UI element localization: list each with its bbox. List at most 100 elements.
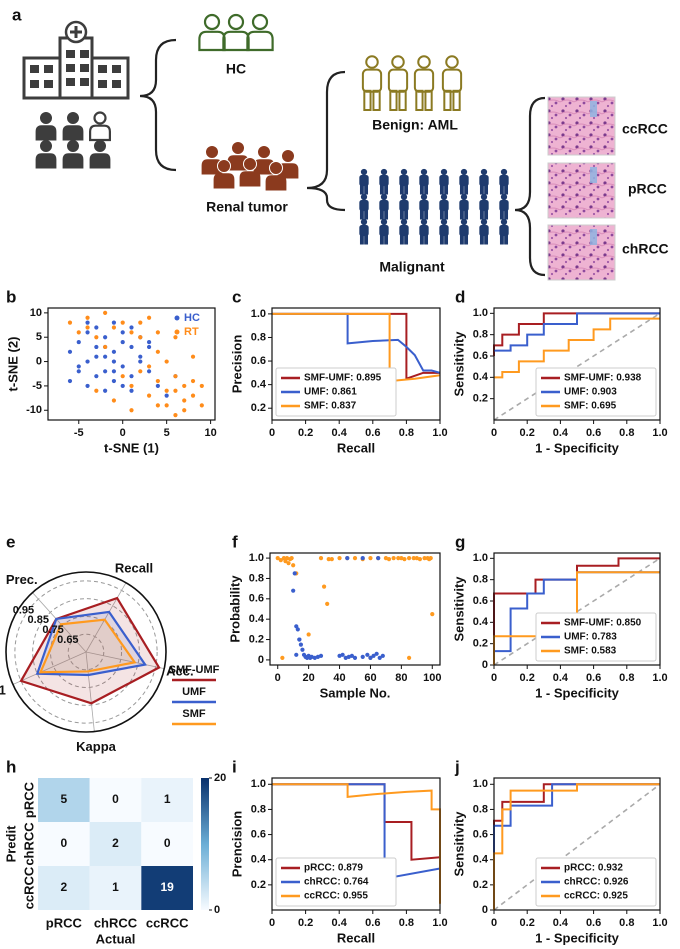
- person-head: [67, 112, 79, 124]
- y-tick-label: 1.0: [251, 778, 266, 790]
- legend-label: SMF: 0.695: [564, 401, 617, 412]
- x-tick-label: 1.0: [652, 917, 667, 929]
- legend-label: UMF: 0.783: [564, 632, 617, 643]
- y-tick-label: -10: [26, 404, 42, 416]
- person-leg: [363, 89, 372, 112]
- cell-label: 5: [60, 792, 67, 806]
- legend-label: SMF-UMF: 0.895: [304, 373, 382, 384]
- point: [103, 310, 108, 315]
- spoke: [85, 651, 165, 670]
- x-tick-label: 0.2: [298, 917, 313, 929]
- y-tick-label: 0.2: [473, 638, 488, 650]
- chance-line: [493, 312, 661, 421]
- x-tick-label: pRCC: [46, 915, 83, 930]
- radial-tick-label: 0.75: [42, 624, 63, 636]
- x-axis-label: Recall: [337, 930, 375, 945]
- subtype-label: chRCC: [622, 241, 669, 257]
- point: [155, 330, 160, 335]
- axis-label: F1: [0, 682, 6, 697]
- person-leg: [444, 184, 449, 195]
- x-axis-label: 1 - Specificity: [535, 685, 620, 700]
- person-leg: [484, 234, 489, 245]
- person-leg: [504, 184, 509, 195]
- person-head: [227, 13, 245, 31]
- hospital-window: [112, 65, 121, 73]
- person-torso: [361, 68, 383, 93]
- cell-label: 19: [160, 880, 174, 894]
- y-tick-label: 0.4: [473, 616, 489, 628]
- y-axis-label: Prencision: [229, 811, 244, 878]
- legend-box: [535, 367, 657, 417]
- plot-frame: [271, 777, 441, 911]
- person-leg: [424, 234, 429, 245]
- person-body: [246, 30, 274, 52]
- panel-label: f: [232, 532, 238, 551]
- point: [298, 642, 304, 647]
- legend-label: SMF: [182, 708, 206, 720]
- person-leg: [379, 209, 384, 220]
- point: [173, 388, 178, 393]
- person-leg: [404, 234, 409, 245]
- person-head: [480, 168, 488, 176]
- legend-box: [275, 857, 397, 907]
- person-body: [198, 30, 226, 52]
- person-head: [380, 193, 388, 201]
- person-head: [360, 218, 368, 226]
- point: [345, 555, 350, 561]
- brace: [306, 70, 346, 212]
- x-tick-label: 0: [269, 427, 275, 439]
- person-head: [500, 218, 508, 226]
- x-tick-label: 10: [204, 427, 216, 439]
- person-torso: [479, 225, 489, 237]
- hospital-window: [30, 80, 39, 88]
- person-head: [420, 168, 428, 176]
- person-head: [258, 146, 270, 158]
- y-tick-label: 0.2: [473, 393, 488, 405]
- person-head: [232, 142, 244, 154]
- y-tick-label: 1.0: [473, 307, 488, 319]
- person-head: [460, 193, 468, 201]
- point: [173, 335, 178, 340]
- y-tick-label: 1.0: [251, 308, 266, 320]
- cell-label: 0: [112, 792, 119, 806]
- cell: [38, 822, 90, 866]
- point: [297, 637, 302, 642]
- person-leg: [484, 184, 489, 195]
- person-leg: [464, 184, 469, 195]
- x-tick-label: 0.6: [586, 917, 601, 929]
- person-leg: [404, 209, 409, 220]
- point: [120, 374, 125, 379]
- point: [396, 555, 401, 561]
- brace: [514, 96, 546, 277]
- y-tick-label: 0.4: [473, 371, 489, 383]
- y-tick-label: -5: [32, 380, 42, 392]
- hospital-window: [98, 65, 107, 73]
- point: [111, 369, 117, 374]
- y-tick-label: 0.4: [251, 379, 267, 391]
- point: [300, 647, 305, 652]
- legend-label: SMF-UMF: [169, 664, 220, 676]
- x-tick-label: 20: [303, 672, 315, 684]
- person-torso: [499, 175, 509, 187]
- point: [155, 403, 160, 408]
- x-tick-label: 0.6: [365, 917, 380, 929]
- x-axis-label: Sample No.: [320, 685, 391, 700]
- person-head: [67, 140, 79, 152]
- point: [325, 601, 330, 607]
- point: [190, 354, 196, 359]
- point: [94, 325, 99, 330]
- plot-frame: [493, 552, 661, 666]
- person-leg: [444, 234, 449, 245]
- y-tick-label: 0.2: [473, 879, 488, 891]
- person-leg: [384, 209, 389, 220]
- point: [318, 555, 324, 561]
- person-leg: [384, 234, 389, 245]
- person-leg: [359, 184, 364, 195]
- person-leg: [359, 209, 364, 220]
- radial-tick-label: 0.85: [28, 614, 49, 626]
- x-tick-label: 1.0: [432, 427, 447, 439]
- point: [349, 653, 355, 658]
- x-tick-label: 0.6: [586, 427, 601, 439]
- person-head: [93, 111, 107, 125]
- person-head: [360, 193, 368, 201]
